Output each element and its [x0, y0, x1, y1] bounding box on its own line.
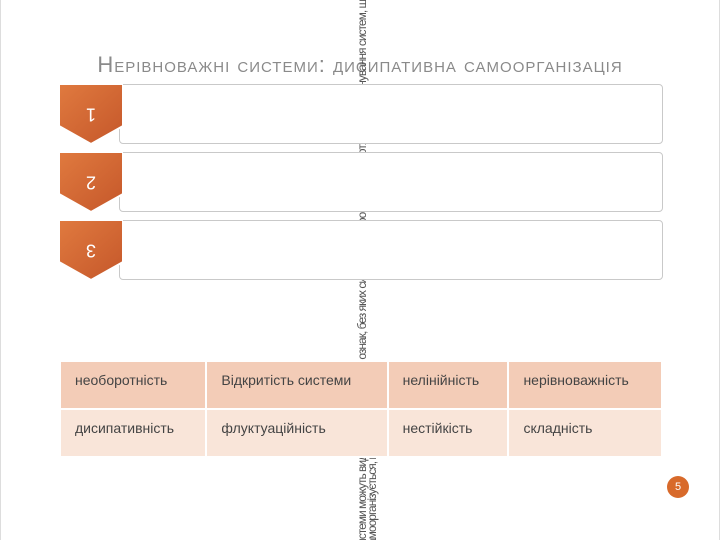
chevron-3-body — [119, 220, 663, 280]
chevron-1: 1 — [59, 84, 123, 144]
chevron-row-2: 2 — [59, 152, 663, 212]
chevron-2: 2 — [59, 152, 123, 212]
chevron-list: 1 2 3 — [59, 84, 663, 288]
chevron-2-number: 2 — [86, 172, 96, 193]
properties-table: необоротність Відкритість системи неліні… — [59, 360, 663, 458]
chevron-1-number: 1 — [86, 104, 96, 125]
table-row: необоротність Відкритість системи неліні… — [60, 361, 662, 409]
cell: необоротність — [60, 361, 206, 409]
chevron-1-body — [119, 84, 663, 144]
cell: складність — [508, 409, 662, 457]
slide: Нерівноважні системи: дисипативна самоор… — [0, 0, 720, 540]
chevron-row-3: 3 — [59, 220, 663, 280]
table-row: дисипативність флуктуаційність нестійкіс… — [60, 409, 662, 457]
chevron-3-number: 3 — [86, 240, 96, 261]
cell: Відкритість системи — [206, 361, 387, 409]
page-number-badge: 5 — [667, 476, 689, 498]
chevron-2-body — [119, 152, 663, 212]
slide-title: Нерівноважні системи: дисипативна самоор… — [1, 52, 719, 78]
page-number: 5 — [675, 481, 681, 493]
cell: флуктуаційність — [206, 409, 387, 457]
chevron-row-1: 1 — [59, 84, 663, 144]
cell: нестійкість — [388, 409, 509, 457]
chevron-3: 3 — [59, 220, 123, 280]
cell: нерівноважність — [508, 361, 662, 409]
cell: нелінійність — [388, 361, 509, 409]
cell: дисипативність — [60, 409, 206, 457]
